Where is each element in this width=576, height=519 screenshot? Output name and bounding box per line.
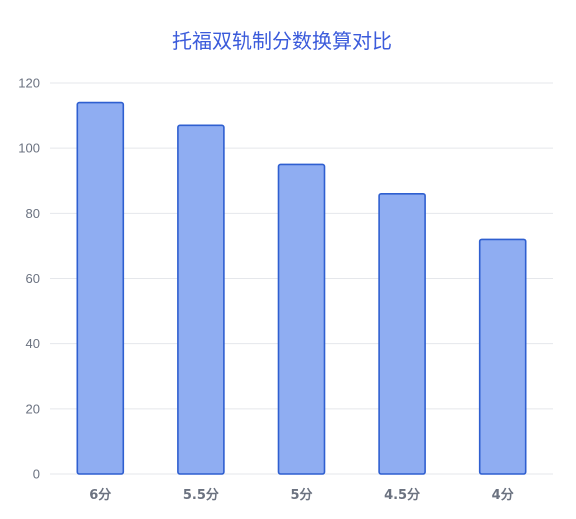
y-tick-label: 0 [33,467,40,482]
y-tick-label: 80 [26,206,40,221]
bar-4 [478,238,527,475]
x-tick-label: 5分 [290,487,312,503]
x-tick-label: 4分 [492,487,514,503]
y-tick-label: 40 [26,336,40,351]
y-axis-ticks: 0 20 40 60 80 100 120 [18,76,40,482]
bar-0 [76,101,125,475]
bar-1 [177,124,225,475]
x-tick-label: 5.5分 [183,487,219,503]
y-tick-label: 100 [18,141,40,156]
x-axis-ticks: 6分 5.5分 5分 4.5分 4分 [89,487,513,503]
bar-2 [277,163,326,475]
y-tick-label: 120 [18,76,40,91]
x-tick-label: 4.5分 [384,487,420,503]
chart-title: 托福双轨制分数换算对比 [172,29,392,53]
x-tick-label: 6分 [89,487,111,503]
bar-3 [378,192,426,475]
bars [76,101,527,475]
y-tick-label: 20 [26,401,40,416]
y-tick-label: 60 [26,271,40,286]
